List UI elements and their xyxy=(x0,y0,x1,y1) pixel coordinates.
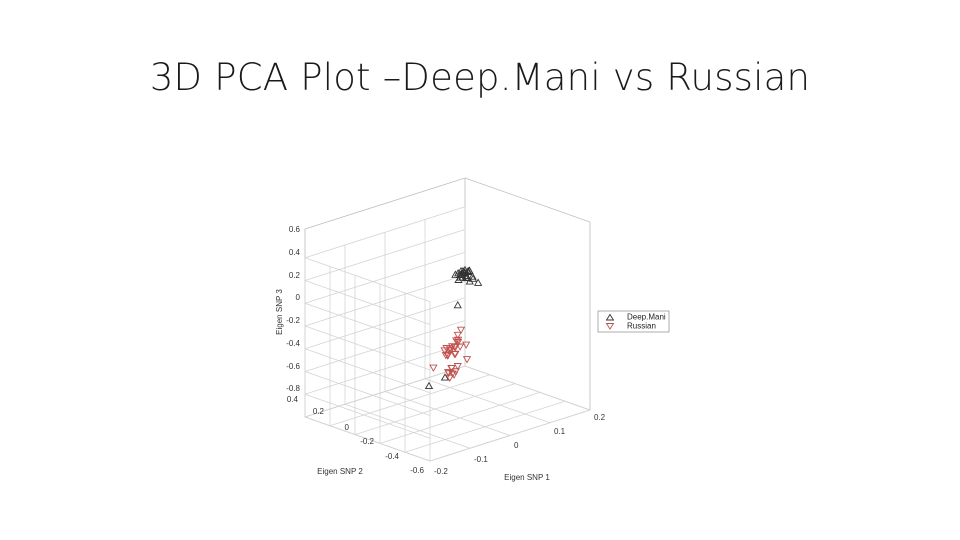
russian-data-point xyxy=(450,351,459,359)
russian-data-point xyxy=(453,331,462,340)
z-tick-label: 0.4 xyxy=(289,248,301,257)
legend-box xyxy=(597,310,670,333)
grid-lines xyxy=(304,206,591,462)
grid-line-z xyxy=(304,348,431,394)
data-markers xyxy=(424,265,483,390)
deepmani-data-point xyxy=(424,381,434,390)
legend: Deep.Mani Russian xyxy=(597,310,670,333)
x-tick-label: -0.1 xyxy=(474,455,488,464)
russian-data-point xyxy=(444,369,453,378)
z-tick-label: -0.4 xyxy=(286,339,300,348)
grid-line-z xyxy=(304,371,431,416)
z-tick-label: -0.8 xyxy=(286,384,300,393)
grid-line-z xyxy=(304,393,431,439)
z-tick-label: 0.6 xyxy=(289,225,301,234)
y-tick-label: 0.4 xyxy=(287,395,299,404)
grid-line-z xyxy=(304,280,431,325)
y-tick-label: 0 xyxy=(345,423,350,432)
russian-data-point xyxy=(462,341,471,349)
x-tick-label: 0 xyxy=(514,441,519,450)
z-tick-label: 0.2 xyxy=(289,271,301,280)
y-tick-label: -0.2 xyxy=(360,437,374,446)
deepmani-data-point xyxy=(454,275,463,283)
russian-data-point xyxy=(456,343,465,351)
grid-line-x xyxy=(304,416,431,462)
box-outline xyxy=(304,177,591,418)
x-axis-title: Eigen SNP 1 xyxy=(504,473,550,482)
deepmani-data-point xyxy=(474,278,483,286)
deepmani-data-point xyxy=(462,271,471,280)
x-tick-label: -0.2 xyxy=(434,467,448,476)
russian-data-point xyxy=(454,339,463,347)
z-tick-label: -0.6 xyxy=(286,362,300,371)
legend-russian-marker xyxy=(605,323,615,330)
y-axis-title: Eigen SNP 2 xyxy=(317,467,363,476)
y-tick-label: 0.2 xyxy=(313,407,325,416)
z-axis-title: Eigen SNP 3 xyxy=(275,289,284,335)
russian-data-point xyxy=(448,370,457,378)
legend-label: Deep.Mani xyxy=(627,313,666,322)
x-axis-ticks: -0.2 -0.1 0 0.1 0.2 xyxy=(434,413,606,476)
russian-data-point xyxy=(446,346,456,354)
slide-title: 3D PCA Plot –Deep.Mani vs Russian xyxy=(149,56,811,99)
deepmani-data-point xyxy=(453,300,462,309)
y-tick-label: -0.6 xyxy=(410,466,424,475)
russian-data-point xyxy=(456,326,466,335)
deepmani-data-point xyxy=(465,266,474,274)
z-tick-label: -0.2 xyxy=(286,316,300,325)
legend-label: Russian xyxy=(627,322,656,331)
russian-data-point xyxy=(443,352,452,360)
russian-data-point xyxy=(443,351,452,359)
deepmani-data-point xyxy=(468,272,477,280)
deepmani-data-point xyxy=(451,270,460,278)
grid-line-x xyxy=(344,403,471,449)
y-axis-ticks: 0.4 0.2 0 -0.2 -0.4 -0.6 xyxy=(287,395,425,475)
grid-line-x xyxy=(384,391,511,436)
russian-data-point xyxy=(452,337,461,345)
russian-data-point xyxy=(453,363,462,371)
grid-line-z xyxy=(304,257,431,303)
russian-data-point xyxy=(429,364,438,372)
x-tick-label: 0.2 xyxy=(594,413,606,422)
x-tick-label: 0.1 xyxy=(554,427,566,436)
deepmani-data-point xyxy=(468,274,478,282)
z-tick-label: 0 xyxy=(296,293,301,302)
deepmani-data-point xyxy=(456,270,465,278)
grid-line-x xyxy=(424,378,551,424)
deepmani-data-point xyxy=(440,373,450,381)
russian-data-point xyxy=(462,356,472,364)
grid-line-z xyxy=(304,302,431,348)
grid-line-x xyxy=(464,365,591,411)
grid-line-z xyxy=(304,325,431,371)
z-axis-ticks: 0.6 0.4 0.2 0 -0.2 -0.4 -0.6 -0.8 xyxy=(286,225,300,393)
legend-deepmani-marker xyxy=(605,313,615,321)
russian-data-point xyxy=(447,365,456,373)
plot-box xyxy=(304,177,591,462)
y-tick-label: -0.4 xyxy=(385,452,399,461)
